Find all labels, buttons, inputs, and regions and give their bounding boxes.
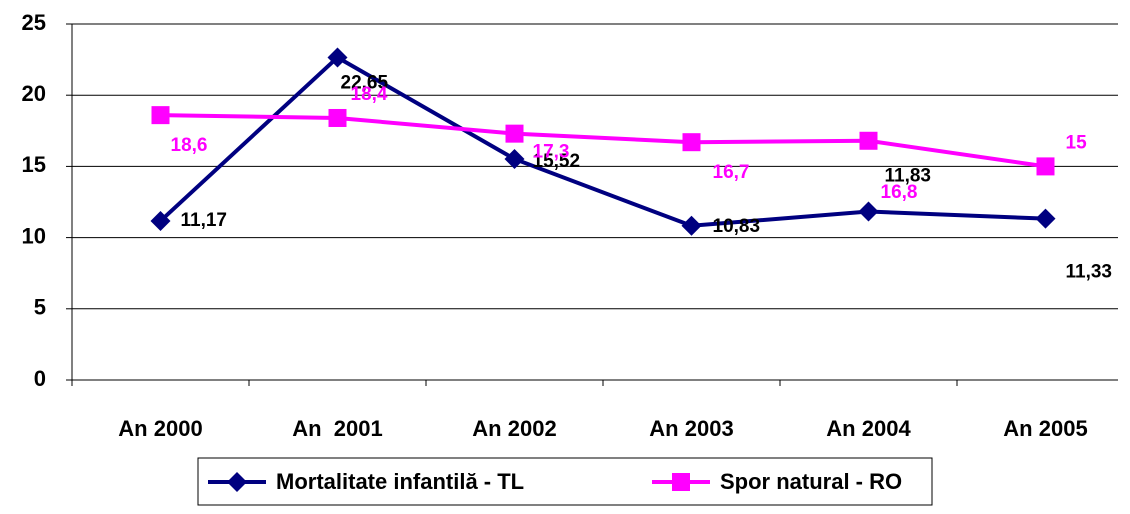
value-label: 11,83	[885, 166, 932, 187]
x-tick-label: An 2002	[472, 416, 556, 441]
value-label: 11,17	[181, 210, 228, 231]
value-label: 18,6	[171, 135, 208, 156]
series-line	[160, 113, 1046, 169]
point-marker	[327, 47, 348, 68]
x-tick-label: An 2000	[118, 416, 202, 441]
legend-item: Spor natural - RO	[652, 469, 902, 494]
x-tick-label: An 2003	[649, 416, 733, 441]
x-tick-label: An 2001	[292, 416, 383, 441]
value-label: 11,33	[1066, 262, 1113, 283]
legend-marker	[672, 473, 690, 491]
legend-box	[197, 457, 933, 506]
point-marker	[858, 201, 879, 222]
point-marker	[1036, 157, 1055, 176]
x-tick-label: An 2004	[826, 416, 911, 441]
point-marker	[682, 133, 701, 152]
legend-item: Mortalitate infantilă - TL	[208, 469, 524, 494]
point-marker	[151, 106, 170, 125]
y-tick-label: 10	[22, 223, 46, 248]
value-label: 10,83	[713, 216, 761, 237]
value-label: 15,52	[533, 151, 581, 172]
point-marker	[328, 108, 347, 127]
value-label: 16,8	[881, 182, 918, 203]
point-marker	[150, 210, 171, 231]
point-marker	[505, 124, 524, 143]
point-marker	[681, 215, 702, 236]
value-label: 15	[1066, 132, 1088, 153]
y-tick-label: 5	[34, 295, 46, 320]
x-tick-label: An 2005	[1003, 416, 1087, 441]
y-tick-label: 0	[34, 366, 46, 391]
legend-label: Spor natural - RO	[720, 469, 902, 494]
point-marker	[504, 148, 525, 169]
y-tick-label: 20	[22, 81, 46, 106]
value-label: 22,65	[341, 72, 389, 93]
legend-marker	[227, 472, 247, 492]
value-label: 18,4	[351, 84, 388, 105]
point-marker	[859, 131, 878, 150]
series-line	[159, 54, 1046, 228]
y-tick-label: 25	[22, 10, 46, 35]
value-label: 16,7	[713, 162, 750, 183]
legend-label: Mortalitate infantilă - TL	[276, 469, 524, 494]
y-tick-label: 15	[22, 152, 46, 177]
value-label: 17,3	[533, 142, 570, 163]
point-marker	[1035, 208, 1056, 229]
